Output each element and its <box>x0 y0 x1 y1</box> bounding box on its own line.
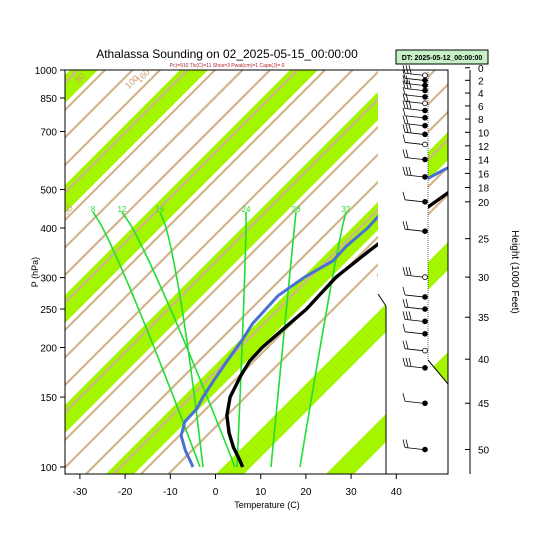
height-marker <box>423 365 428 370</box>
height-marker <box>423 115 428 120</box>
height-marker <box>423 73 428 78</box>
height-marker <box>423 174 428 179</box>
moist-adiabat-label: 16 <box>156 205 165 214</box>
chart-subtitle: Pc)=910 Tlc(C)=11 Shox=3 Pwat(cm)=1 Cape… <box>170 63 285 69</box>
height-marker <box>423 142 428 147</box>
adiabat-bands <box>0 70 540 474</box>
dt-label: DT: 2025-05-12_00:00:00 <box>402 55 483 62</box>
x-axis: -30 -20 -10 0 10 20 30 40 <box>73 474 403 498</box>
y-tick-label: 500 <box>40 186 57 197</box>
height-axis-label: Height (1000 Feet) <box>509 230 520 313</box>
mixing-ratio-lines <box>520 70 540 228</box>
height-marker <box>423 108 428 113</box>
height-tick-label: 40 <box>478 355 490 366</box>
height-tick-label: 35 <box>478 313 490 324</box>
height-marker <box>423 123 428 128</box>
chart-title: Athalassa Sounding on 02_2025-05-15_00:0… <box>96 47 358 61</box>
y-axis-label: P (hPa) <box>30 257 40 287</box>
height-marker <box>423 447 428 452</box>
x-tick-label: 20 <box>300 487 312 498</box>
mixing-ratio-line <box>520 70 540 228</box>
x-tick-label: 40 <box>391 487 403 498</box>
y-tick-label: 1000 <box>35 66 58 77</box>
height-marker <box>423 331 428 336</box>
moist-adiabat-label: 8 <box>91 205 96 214</box>
height-tick-label: 45 <box>478 399 490 410</box>
height-marker <box>423 199 428 204</box>
height-tick-label: 50 <box>478 446 490 457</box>
height-marker <box>423 229 428 234</box>
y-tick-label: 300 <box>40 274 57 285</box>
y-tick-label: 850 <box>40 94 57 105</box>
moist-adiabat-label: 24 <box>242 205 251 214</box>
x-tick-label: -10 <box>163 487 178 498</box>
height-marker <box>423 295 428 300</box>
y-tick-label: 150 <box>40 393 57 404</box>
height-marker <box>423 88 428 93</box>
height-marker <box>423 319 428 324</box>
x-tick-label: 10 <box>255 487 267 498</box>
adiabat-band <box>106 70 538 474</box>
height-marker <box>423 94 428 99</box>
moist-adiabat-label: 32 <box>342 205 351 214</box>
x-tick-label: -20 <box>118 487 133 498</box>
height-tick-label: 8 <box>478 115 484 126</box>
height-marker <box>423 401 428 406</box>
height-axis: 02 4 6 8 10 12 14 16 18 20 25 30 35 40 45 50 <box>465 64 490 474</box>
dry-adiabat-line <box>0 70 23 474</box>
x-tick-label: -30 <box>73 487 88 498</box>
height-marker <box>423 275 428 280</box>
y-tick-label: 100 <box>40 463 57 474</box>
height-marker <box>423 307 428 312</box>
height-tick-label: 12 <box>478 142 490 153</box>
moist-adiabat-label: 28 <box>292 205 301 214</box>
height-tick-label: 2 <box>478 76 484 87</box>
height-marker <box>423 132 428 137</box>
y-tick-label: 250 <box>40 305 57 316</box>
height-tick-label: 4 <box>478 89 484 100</box>
height-tick-label: 30 <box>478 273 490 284</box>
height-tick-label: 20 <box>478 198 490 209</box>
x-tick-label: 30 <box>346 487 358 498</box>
height-tick-label: 6 <box>478 102 484 113</box>
height-tick-label: 16 <box>478 169 490 180</box>
x-axis-label: Temperature (C) <box>234 500 300 510</box>
height-marker <box>423 157 428 162</box>
height-tick-label: 25 <box>478 235 490 246</box>
height-tick-label: 0 <box>478 64 484 75</box>
height-tick-label: 10 <box>478 128 490 139</box>
x-tick-label: 0 <box>213 487 219 498</box>
y-tick-label: 200 <box>40 343 57 354</box>
y-tick-label: 400 <box>40 224 57 235</box>
height-tick-label: 14 <box>478 155 490 166</box>
height-tick-label: 18 <box>478 183 490 194</box>
height-marker <box>423 101 428 106</box>
height-marker <box>423 78 428 83</box>
height-marker <box>423 83 428 88</box>
dt-badge: DT: 2025-05-12_00:00:00 <box>396 50 488 64</box>
y-tick-label: 700 <box>40 127 57 138</box>
dry-adiabat-line <box>4 70 408 474</box>
moist-adiabat-label: 12 <box>118 205 127 214</box>
height-marker <box>423 348 428 353</box>
